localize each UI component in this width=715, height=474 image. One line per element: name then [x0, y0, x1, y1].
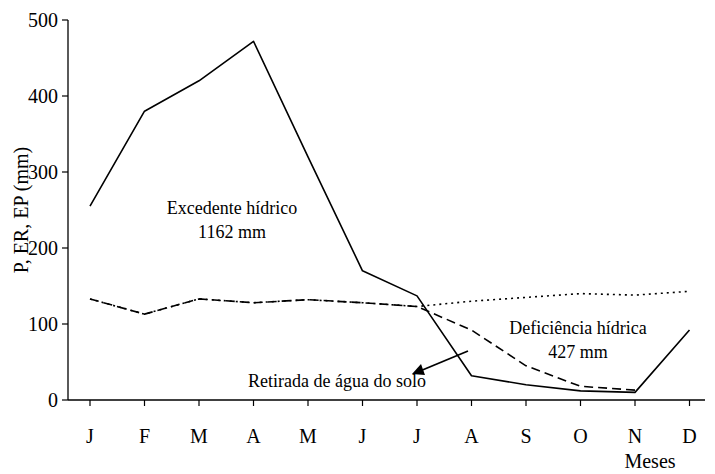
- x-tick: [634, 400, 635, 406]
- x-tick-label: A: [464, 425, 479, 447]
- x-tick: [362, 400, 363, 406]
- x-tick-label: D: [682, 425, 696, 447]
- series-line: [90, 299, 635, 390]
- y-axis: [67, 20, 68, 400]
- x-axis-label: Meses: [624, 450, 675, 472]
- x-tick-label: S: [520, 425, 531, 447]
- x-tick-label: O: [573, 425, 587, 447]
- y-axis-label: P, ER, EP (mm): [10, 147, 33, 274]
- x-tick: [307, 400, 308, 406]
- y-tick: [62, 19, 68, 20]
- series-line: [90, 291, 690, 314]
- y-tick: [62, 95, 68, 96]
- series-line: [90, 41, 690, 392]
- x-tick: [198, 400, 199, 406]
- annotation: Retirada de água do solo: [248, 371, 426, 391]
- x-tick: [416, 400, 417, 406]
- y-tick: [62, 171, 68, 172]
- x-tick: [525, 400, 526, 406]
- x-tick-label: F: [139, 425, 150, 447]
- x-tick: [253, 400, 254, 406]
- y-tick-label: 100: [28, 313, 58, 335]
- series-group: [90, 41, 690, 392]
- annotation: Excedente hídrico: [167, 198, 297, 218]
- x-tick-label: J: [413, 425, 421, 447]
- annotation: Deficiência hídrica: [509, 318, 646, 338]
- x-tick-label: J: [359, 425, 367, 447]
- x-tick-label: J: [86, 425, 94, 447]
- x-tick: [580, 400, 581, 406]
- annotation-arrow: [420, 351, 468, 371]
- x-tick-label: N: [628, 425, 642, 447]
- y-tick-label: 0: [48, 389, 58, 411]
- x-tick: [471, 400, 472, 406]
- x-tick-label: A: [246, 425, 261, 447]
- annotation: 1162 mm: [198, 222, 266, 242]
- annotation: 427 mm: [548, 342, 608, 362]
- y-tick-label: 400: [28, 85, 58, 107]
- arrow-head: [412, 364, 425, 375]
- x-axis: [68, 399, 705, 400]
- x-tick-label: M: [299, 425, 317, 447]
- y-tick: [62, 323, 68, 324]
- x-tick-label: M: [190, 425, 208, 447]
- chart: 0 100 200 300 400 500 J F M A M J J A S O N D P, ER, EP (m…: [0, 0, 715, 474]
- y-tick-label: 500: [28, 9, 58, 31]
- y-tick-label: 200: [28, 237, 58, 259]
- x-tick: [144, 400, 145, 406]
- y-tick: [62, 247, 68, 248]
- y-tick-label: 300: [28, 161, 58, 183]
- x-tick: [689, 400, 690, 406]
- x-tick: [89, 400, 90, 406]
- y-tick: [62, 399, 68, 400]
